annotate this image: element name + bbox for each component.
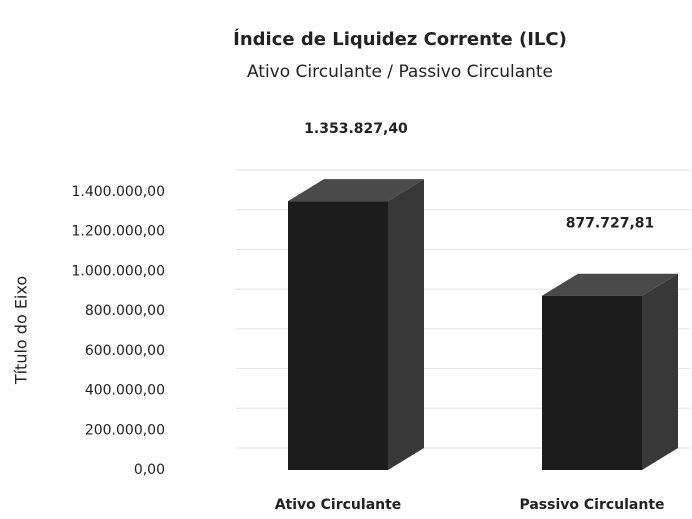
bar-side [642, 273, 678, 470]
y-axis-title: Título do Eixo [12, 276, 31, 385]
y-tick-label: 400.000,00 [85, 383, 165, 399]
x-tick-label: Ativo Circulante [275, 497, 402, 513]
bar [288, 179, 424, 470]
x-tick-label: Passivo Circulante [519, 497, 664, 513]
data-label: 877.727,81 [566, 216, 655, 232]
y-tick-label: 800.000,00 [85, 303, 165, 319]
y-tick-label: 200.000,00 [85, 422, 165, 438]
bar-side [388, 179, 424, 470]
chart-subtitle: Ativo Circulante / Passivo Circulante [247, 62, 553, 82]
y-tick-label: 0,00 [134, 462, 165, 478]
bar-top [288, 179, 424, 202]
bar-front [542, 295, 642, 470]
data-label: 1.353.827,40 [304, 121, 408, 137]
y-tick-label: 1.200.000,00 [71, 224, 165, 240]
bar-front [288, 201, 388, 470]
bar-top [542, 273, 678, 296]
bar [542, 273, 678, 470]
y-tick-label: 1.000.000,00 [71, 263, 165, 279]
chart-title: Índice de Liquidez Corrente (ILC) [233, 28, 567, 50]
y-tick-label: 600.000,00 [85, 343, 165, 359]
y-tick-label: 1.400.000,00 [71, 184, 165, 200]
